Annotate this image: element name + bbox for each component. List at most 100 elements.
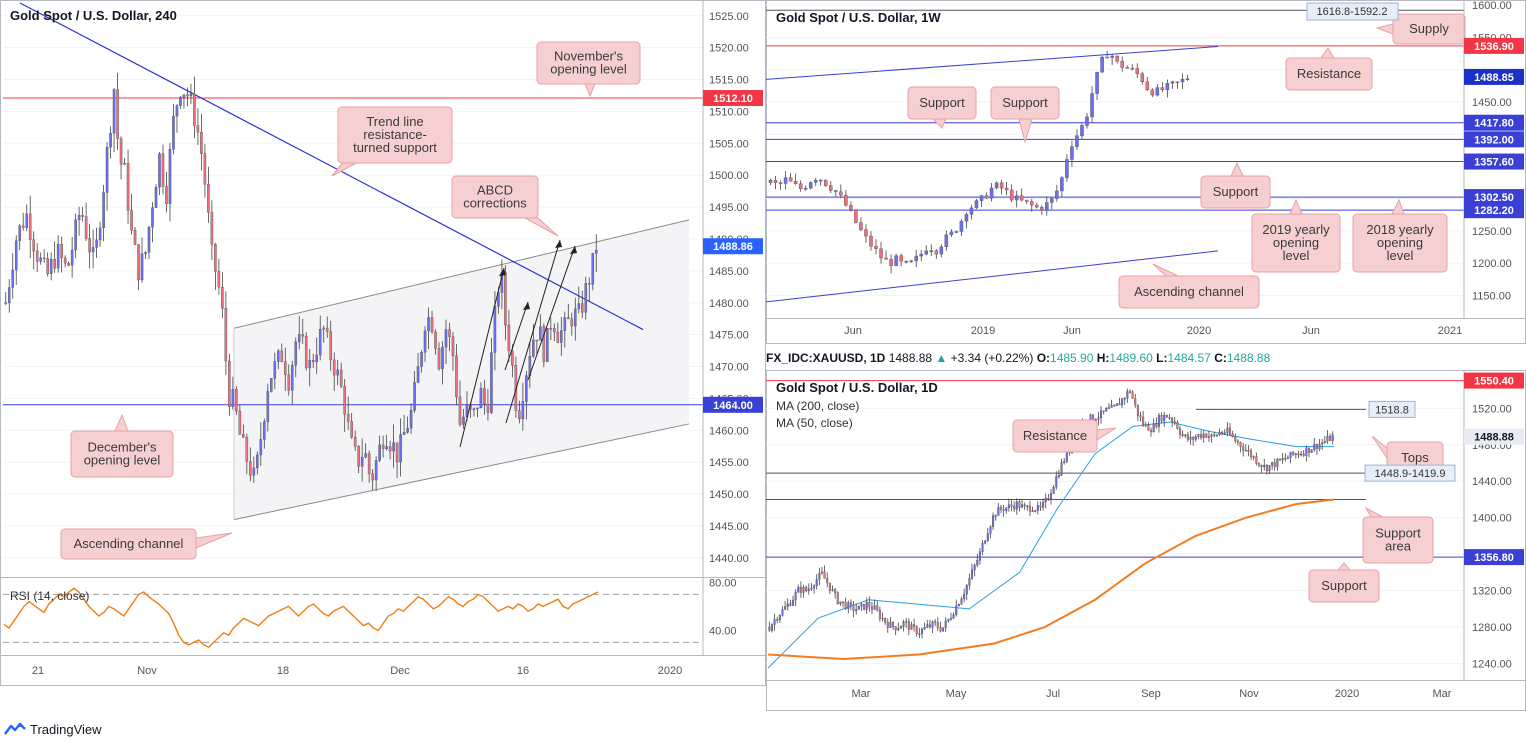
candle: [902, 619, 905, 632]
candle: [49, 252, 53, 281]
candle: [1045, 196, 1049, 216]
candle: [1010, 500, 1013, 512]
candle: [395, 442, 399, 479]
candle-body: [1013, 506, 1016, 510]
candle: [924, 245, 929, 256]
candle: [1207, 430, 1210, 442]
callout-text: Support area: [1375, 526, 1421, 554]
candle-body: [976, 559, 979, 566]
candle-body: [1300, 453, 1303, 456]
candle-body: [1250, 450, 1253, 457]
candle: [979, 194, 984, 207]
candle: [1171, 416, 1174, 428]
candle-body: [892, 621, 895, 627]
candle-body: [904, 261, 908, 263]
candle-body: [32, 239, 35, 252]
candle: [868, 596, 871, 612]
candle-body: [263, 421, 266, 440]
abcd-arrow-head: [523, 302, 530, 310]
candle: [773, 613, 776, 631]
daily-chart[interactable]: FX_IDC:XAUUSD, 1D 1488.88 ▲ +3.34 (+0.22…: [766, 344, 1526, 712]
callout-box: [1362, 516, 1434, 564]
candle: [939, 621, 942, 633]
candle: [1136, 404, 1139, 422]
candle-body: [563, 317, 567, 331]
candle: [1023, 502, 1026, 511]
candle: [1323, 435, 1326, 444]
candle-body: [277, 350, 280, 362]
candle-body: [986, 533, 989, 542]
candle: [813, 178, 818, 187]
y-tick-label: 1475.00: [709, 330, 749, 342]
candle-body: [392, 442, 395, 452]
candle-body: [231, 389, 235, 407]
ascending-channel-fill: [234, 219, 689, 520]
ma200-line: [767, 498, 1335, 661]
candle-body: [1002, 509, 1005, 511]
candle-body: [1202, 433, 1205, 438]
price-tag-bg: [1464, 131, 1524, 148]
candle-body: [1065, 451, 1068, 462]
candle-body: [336, 369, 339, 376]
candle-body: [1060, 462, 1063, 476]
candle: [965, 584, 968, 601]
h4-chart[interactable]: November's opening level Trend line resista…: [0, 0, 766, 686]
candle: [357, 445, 360, 473]
candle-body: [399, 434, 402, 463]
candle-body: [511, 350, 514, 366]
candle-body: [1150, 430, 1153, 433]
candle-body: [109, 133, 112, 148]
candle: [154, 184, 158, 208]
callout-text: Support: [919, 95, 965, 110]
weekly-chart[interactable]: Supply Resistance Support Support Support 201…: [766, 0, 1526, 344]
candle: [1305, 445, 1308, 462]
candle: [1192, 436, 1195, 446]
candle: [855, 603, 858, 615]
candle: [852, 601, 855, 618]
candle: [1021, 498, 1024, 508]
candle-body: [1049, 493, 1053, 500]
candle: [311, 353, 315, 369]
candle: [971, 563, 974, 580]
candle: [1009, 184, 1014, 203]
candle: [1115, 403, 1118, 406]
candle-body: [1115, 55, 1119, 62]
candle: [560, 317, 563, 356]
candle-body: [1052, 486, 1055, 494]
x-tick-label: Jun: [1063, 325, 1081, 337]
candle-body: [936, 622, 939, 628]
candle: [836, 591, 839, 605]
price-tag-bg: [1464, 202, 1524, 219]
candle-body: [920, 628, 924, 634]
candle: [844, 597, 847, 611]
candle-body: [805, 586, 808, 592]
candle: [960, 596, 963, 605]
candle: [21, 212, 25, 231]
candle: [1228, 423, 1232, 436]
abcd-arrow-head: [570, 246, 577, 254]
candle: [1024, 199, 1029, 205]
candle-body: [886, 621, 889, 628]
candle: [1205, 432, 1208, 439]
candle-body: [1139, 415, 1142, 418]
candle-body: [907, 621, 910, 630]
candle: [88, 223, 91, 269]
candle: [1028, 500, 1031, 516]
candle: [1128, 389, 1131, 394]
candle: [913, 618, 916, 632]
candle-body: [971, 569, 974, 579]
candle-body: [91, 247, 95, 253]
candle-body: [63, 257, 67, 264]
candle-body: [939, 246, 944, 255]
price-tag-label: 1536.90: [1474, 41, 1514, 53]
price-tag-last: 1488.86: [703, 238, 763, 255]
candle: [799, 581, 802, 599]
candle-body: [1171, 418, 1174, 422]
callout-text: Tops: [1401, 450, 1429, 465]
candle-body: [25, 213, 28, 228]
candle-body: [1160, 87, 1165, 91]
candle-body: [1044, 497, 1047, 503]
candle: [1026, 504, 1029, 511]
candle-body: [979, 195, 984, 201]
candle-body: [479, 388, 483, 409]
